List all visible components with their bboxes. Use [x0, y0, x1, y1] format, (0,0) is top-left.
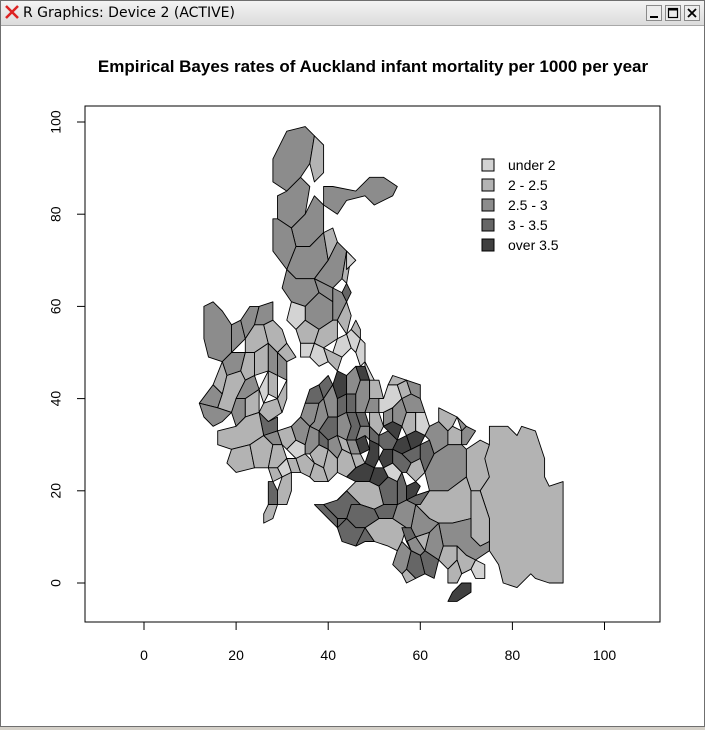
map-region [309, 462, 329, 483]
map-region [332, 333, 352, 358]
y-tick-label: 80 [48, 206, 64, 222]
map-region [355, 338, 366, 367]
legend-label: over 3.5 [508, 237, 559, 253]
map-region [323, 347, 343, 372]
map-region [336, 301, 352, 335]
y-tick-label: 60 [48, 298, 64, 314]
title-bar[interactable]: R Graphics: Device 2 (ACTIVE) [1, 1, 704, 26]
plot-frame [84, 105, 661, 623]
map-region [470, 559, 486, 579]
legend-swatch [481, 158, 495, 172]
map-region [336, 490, 348, 501]
map-region [447, 559, 463, 584]
maximize-button[interactable] [665, 5, 681, 21]
chart-title: Empirical Bayes rates of Auckland infant… [98, 57, 649, 76]
map-region [226, 444, 255, 473]
x-tick-label: 100 [593, 647, 617, 663]
map-region [447, 582, 472, 602]
legend-swatch [481, 238, 495, 252]
map-region [346, 250, 357, 270]
close-icon [687, 8, 697, 18]
map-region [272, 126, 315, 192]
x-icon [5, 5, 19, 19]
legend-label: 3 - 3.5 [508, 217, 548, 233]
map-region [479, 425, 564, 589]
map-region [355, 527, 375, 547]
y-tick-label: 20 [48, 483, 64, 499]
legend-label: 2.5 - 3 [508, 197, 548, 213]
x-tick-label: 80 [505, 647, 521, 663]
minimize-icon [650, 16, 658, 18]
map-regions [198, 126, 564, 602]
map-region [263, 504, 278, 524]
legend-swatch [481, 198, 495, 212]
map-region [323, 176, 398, 215]
map-region [267, 370, 278, 400]
legend-label: 2 - 2.5 [508, 177, 548, 193]
map-region [203, 301, 232, 363]
x-tick-label: 20 [228, 647, 244, 663]
map-region [383, 421, 403, 441]
window-title: R Graphics: Device 2 (ACTIVE) [23, 5, 235, 21]
map-region [447, 425, 463, 446]
map-region [387, 375, 407, 386]
choropleth-chart: Empirical Bayes rates of Auckland infant… [48, 57, 661, 663]
legend-label: under 2 [508, 157, 556, 173]
y-tick-label: 40 [48, 391, 64, 407]
axes: 0 20 40 60 80 100 0 20 40 60 80 100 [48, 110, 617, 663]
plot-area: Empirical Bayes rates of Auckland infant… [1, 26, 704, 726]
close-button[interactable] [684, 5, 700, 21]
map-region [258, 370, 269, 404]
map-region [346, 393, 357, 413]
x-tick-label: 40 [320, 647, 336, 663]
map-region [267, 481, 278, 506]
map-region [406, 481, 421, 501]
minimize-button[interactable] [646, 5, 662, 21]
legend: under 2 2 - 2.5 2.5 - 3 3 - 3.5 over 3.5 [481, 157, 559, 253]
legend-swatch [481, 178, 495, 192]
maximize-icon [667, 7, 679, 19]
map-region [461, 425, 477, 446]
map-region [313, 504, 338, 529]
x-tick-label: 60 [413, 647, 429, 663]
x-tick-label: 0 [140, 647, 148, 663]
y-tick-label: 100 [48, 110, 64, 134]
y-tick-label: 0 [48, 579, 64, 587]
map-region [198, 402, 232, 427]
map-region [350, 319, 361, 340]
map-region [369, 379, 384, 400]
map-region [406, 458, 426, 483]
map-region [401, 393, 426, 413]
legend-swatch [481, 218, 495, 232]
map-region [277, 352, 288, 381]
map-region [277, 379, 288, 413]
map-region [309, 135, 325, 183]
